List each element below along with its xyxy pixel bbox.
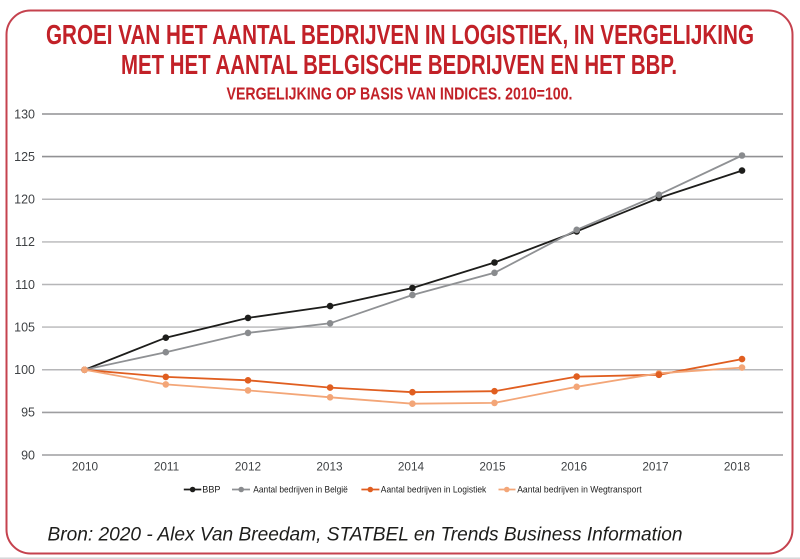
svg-text:105: 105 bbox=[14, 320, 35, 334]
svg-text:2018: 2018 bbox=[724, 460, 751, 474]
svg-text:MET HET AANTAL BELGISCHE BEDRI: MET HET AANTAL BELGISCHE BEDRIJVEN EN HE… bbox=[121, 49, 677, 80]
svg-text:2017: 2017 bbox=[642, 460, 668, 474]
svg-text:Bron: 2020 - Alex Van Breedam,: Bron: 2020 - Alex Van Breedam, STATBEL e… bbox=[48, 524, 683, 546]
svg-text:2015: 2015 bbox=[479, 460, 506, 474]
svg-text:130: 130 bbox=[14, 107, 35, 121]
svg-text:110: 110 bbox=[15, 278, 35, 292]
svg-text:95: 95 bbox=[21, 406, 35, 420]
svg-text:90: 90 bbox=[21, 448, 35, 462]
svg-text:VERGELIJKING OP BASIS VAN INDI: VERGELIJKING OP BASIS VAN INDICES. 2010=… bbox=[227, 84, 573, 104]
svg-text:2014: 2014 bbox=[398, 460, 425, 474]
svg-text:2012: 2012 bbox=[235, 460, 261, 474]
svg-text:2010: 2010 bbox=[72, 460, 99, 474]
svg-text:Aantal bedrijven in België: Aantal bedrijven in België bbox=[253, 485, 347, 495]
svg-text:Aantal bedrijven in Wegtranspo: Aantal bedrijven in Wegtransport bbox=[517, 485, 642, 495]
svg-text:GROEI VAN HET AANTAL BEDRIJVEN: GROEI VAN HET AANTAL BEDRIJVEN IN LOGIST… bbox=[46, 19, 754, 50]
svg-text:Aantal bedrijven in Logistiek: Aantal bedrijven in Logistiek bbox=[381, 485, 487, 495]
svg-text:125: 125 bbox=[14, 150, 35, 164]
svg-text:112: 112 bbox=[15, 235, 35, 249]
svg-text:BBP: BBP bbox=[202, 485, 220, 495]
svg-text:2011: 2011 bbox=[154, 460, 179, 474]
svg-text:120: 120 bbox=[14, 193, 35, 207]
svg-text:100: 100 bbox=[14, 363, 35, 377]
svg-text:2013: 2013 bbox=[316, 460, 343, 474]
svg-text:2016: 2016 bbox=[561, 460, 588, 474]
